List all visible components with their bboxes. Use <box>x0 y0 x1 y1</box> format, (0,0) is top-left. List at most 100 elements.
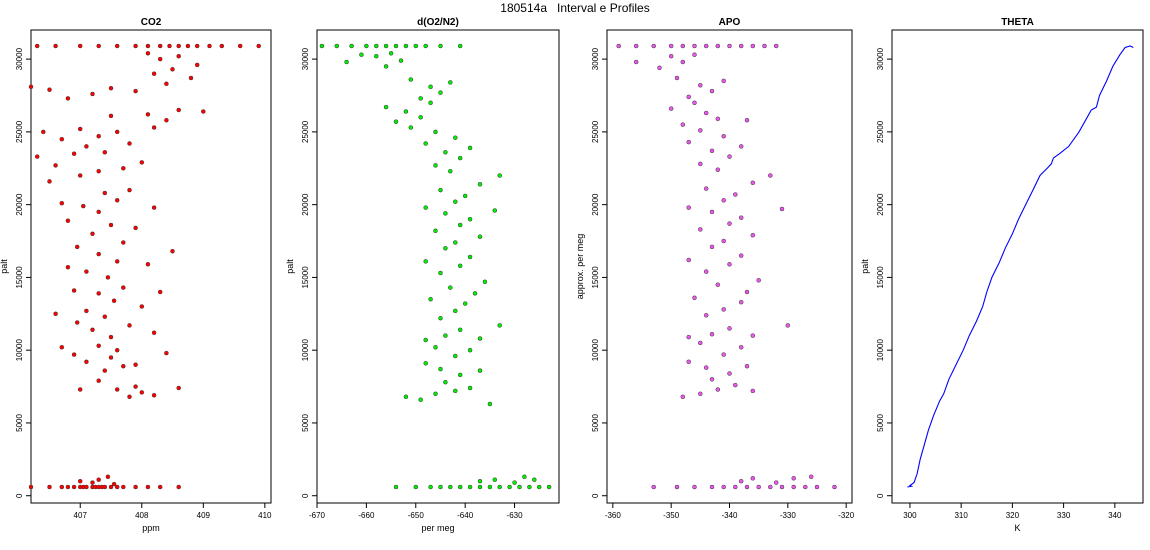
data-point <box>750 333 756 338</box>
data-point <box>709 331 715 337</box>
data-point <box>453 199 458 204</box>
data-point <box>750 180 756 186</box>
data-point <box>692 295 697 301</box>
data-point <box>651 43 656 49</box>
data-point <box>733 192 738 197</box>
data-point <box>457 484 463 490</box>
data-point <box>727 43 732 49</box>
data-point <box>121 484 126 490</box>
data-point <box>698 128 703 133</box>
data-point <box>344 59 349 65</box>
data-point <box>462 193 468 199</box>
data-point <box>721 238 726 244</box>
data-point <box>674 484 680 490</box>
data-point <box>517 484 522 490</box>
data-point <box>164 350 169 356</box>
data-point <box>721 78 726 84</box>
data-point <box>145 484 151 490</box>
data-point <box>71 484 77 490</box>
data-point <box>74 320 80 325</box>
y-tick-label: 0 <box>301 493 310 498</box>
figure-title: 180514a Interval e Profiles <box>500 1 650 15</box>
data-point <box>59 136 65 142</box>
panel-3: APO -360 -350 -340 -330 -320 0 5000 10000 15000 20… <box>575 17 855 520</box>
data-point <box>448 484 453 490</box>
data-point <box>738 43 744 49</box>
data-point <box>692 43 697 49</box>
data-point <box>721 484 726 490</box>
data-point <box>715 167 721 172</box>
data-point <box>727 326 732 331</box>
data-point <box>428 84 433 90</box>
panel-title: CO2 <box>141 17 162 28</box>
x-tick-label: 310 <box>954 511 968 520</box>
data-point <box>90 480 95 485</box>
data-point <box>477 182 483 187</box>
data-point <box>96 43 101 49</box>
data-point <box>448 80 453 85</box>
y-axis-label: approx. per meg <box>575 234 585 300</box>
x-axis-label: per meg <box>421 523 454 533</box>
y-tick-label: 25000 <box>301 120 310 143</box>
data-point <box>84 359 89 365</box>
data-point <box>536 484 542 490</box>
data-point <box>114 198 120 203</box>
y-tick-label: 30000 <box>591 47 600 70</box>
x-tick-label: 300 <box>903 511 917 520</box>
data-point <box>443 379 448 385</box>
data-point <box>832 484 837 490</box>
plot-frame <box>891 29 1144 504</box>
data-point <box>90 327 95 333</box>
data-point <box>703 186 709 191</box>
data-point <box>457 327 463 333</box>
data-point <box>423 43 428 49</box>
data-point <box>133 384 138 389</box>
data-point <box>453 135 458 140</box>
y-tick-label: 15000 <box>301 266 310 289</box>
data-point <box>715 116 721 122</box>
data-point <box>674 75 680 81</box>
data-point <box>453 240 458 245</box>
x-tick-label: -660 <box>358 511 375 520</box>
data-point <box>139 390 145 395</box>
data-point <box>738 478 744 484</box>
data-point <box>90 91 95 97</box>
data-point <box>145 51 151 56</box>
data-point <box>127 394 132 400</box>
data-point <box>527 484 532 490</box>
data-point <box>96 477 101 482</box>
data-point <box>779 206 785 212</box>
data-point <box>127 323 132 328</box>
y-tick-label: 15000 <box>876 266 885 289</box>
data-point <box>709 209 715 215</box>
data-point <box>633 43 639 49</box>
x-tick-label: 320 <box>1006 511 1020 520</box>
data-point <box>738 215 744 220</box>
data-point <box>477 234 483 239</box>
data-point <box>114 387 120 392</box>
data-point <box>443 211 448 216</box>
data-point <box>53 311 58 317</box>
data-point <box>108 334 114 340</box>
data-point <box>145 43 151 49</box>
data-point <box>84 144 89 149</box>
data-point <box>114 484 120 490</box>
data-point <box>105 275 111 280</box>
y-tick-label: 20000 <box>591 193 600 216</box>
data-point <box>715 387 721 392</box>
data-point <box>403 109 409 114</box>
data-point <box>477 484 483 490</box>
data-point <box>207 43 212 49</box>
data-point <box>111 298 117 303</box>
data-point <box>219 43 225 49</box>
data-point <box>467 145 473 151</box>
data-point <box>102 190 108 196</box>
data-point <box>428 296 433 302</box>
data-point <box>477 368 483 373</box>
data-point <box>698 161 703 167</box>
data-point <box>738 345 744 350</box>
y-tick-label: 30000 <box>876 47 885 70</box>
data-point <box>145 262 151 267</box>
data-point <box>423 259 428 264</box>
data-point <box>151 205 157 210</box>
